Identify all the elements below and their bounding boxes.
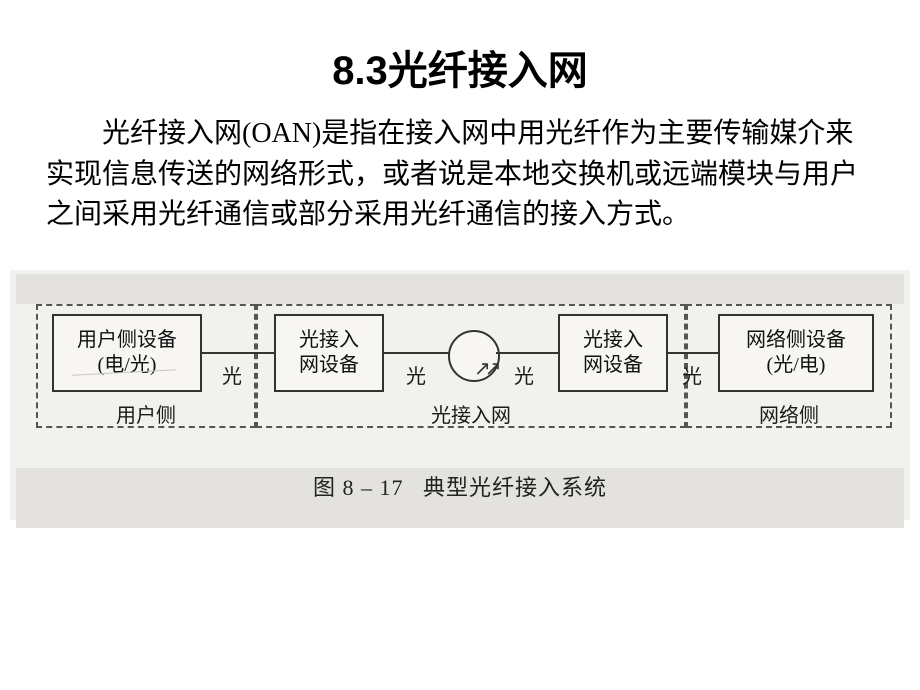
node-line: 光接入 (299, 328, 359, 353)
edge-label: 光 (514, 360, 534, 389)
edge-label: 光 (222, 360, 242, 389)
node-line: 网络侧设备 (746, 328, 846, 353)
edge-line (496, 352, 558, 354)
node-optical-access-a: 光接入 网设备 (274, 314, 384, 392)
caption-prefix: 图 8 – 17 (313, 475, 404, 500)
node-line: 网设备 (299, 353, 359, 378)
region-label-user: 用户侧 (38, 399, 254, 428)
edge-line (202, 352, 274, 354)
node-line: (光/电) (767, 353, 826, 378)
intro-paragraph: 光纤接入网(OAN)是指在接入网中用光纤作为主要传输媒介来实现信息传送的网络形式… (46, 114, 874, 236)
node-optical-access-b: 光接入 网设备 (558, 314, 668, 392)
node-line: 光接入 (583, 328, 643, 353)
slide: 8.3光纤接入网 光纤接入网(OAN)是指在接入网中用光纤作为主要传输媒介来实现… (0, 0, 920, 690)
figure-8-17: 用户侧 光接入网 网络侧 用户侧设备 (电/光) 光接入 网设备 ↗↗ 光接入 … (10, 270, 910, 520)
node-line: 网设备 (583, 353, 643, 378)
node-line: (电/光) (98, 353, 157, 378)
node-network-equipment: 网络侧设备 (光/电) (718, 314, 874, 392)
region-label-net: 网络侧 (688, 399, 890, 428)
node-user-equipment: 用户侧设备 (电/光) (52, 314, 202, 392)
edge-line (668, 352, 718, 354)
section-title: 8.3光纤接入网 (46, 38, 874, 96)
edge-line (384, 352, 450, 354)
node-line: 用户侧设备 (77, 328, 177, 353)
caption-text: 典型光纤接入系统 (423, 475, 607, 500)
figure-caption: 图 8 – 17 典型光纤接入系统 (10, 470, 910, 502)
edge-label: 光 (682, 360, 702, 389)
scan-artifact-strip (16, 274, 904, 304)
edge-label: 光 (406, 360, 426, 389)
region-label-access: 光接入网 (258, 399, 684, 428)
node-optical-passive-icon: ↗↗ (448, 330, 500, 382)
scan-artifact-strip (16, 498, 904, 528)
